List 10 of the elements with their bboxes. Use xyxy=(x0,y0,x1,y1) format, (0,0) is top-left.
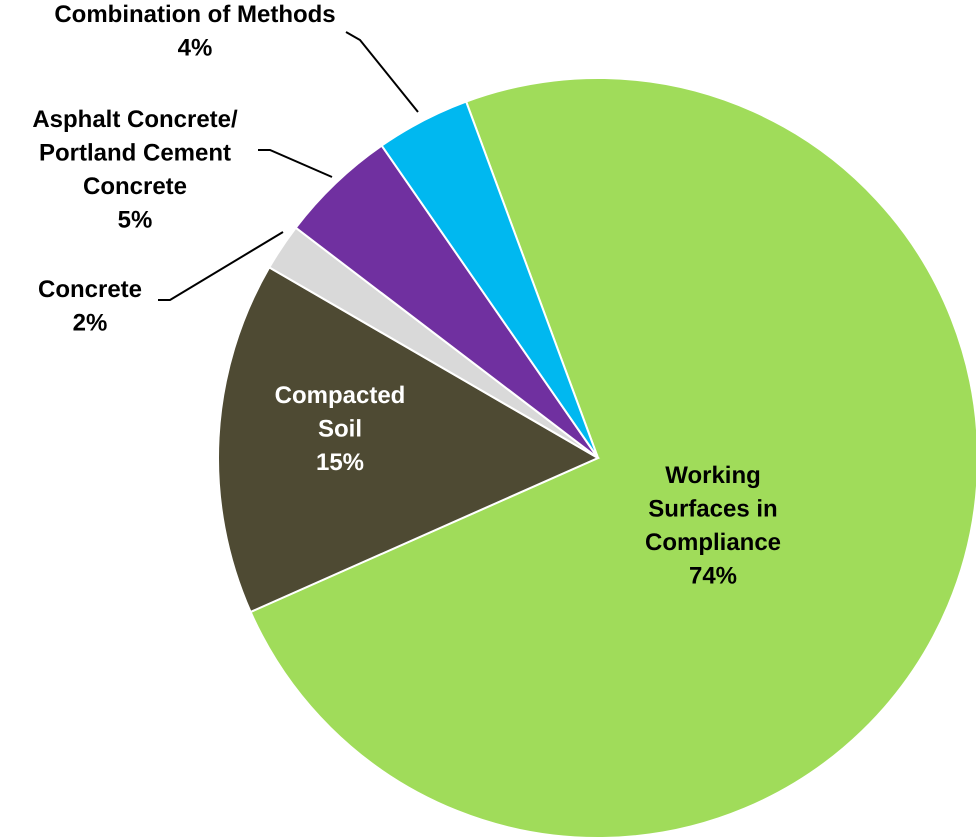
slice-label: Concrete xyxy=(38,276,142,303)
data-label: 4% xyxy=(178,34,212,62)
data-label: 15% xyxy=(316,449,364,476)
slice-label: Working Surfaces in Compliance xyxy=(644,462,782,556)
slice-label: Compacted Soil xyxy=(274,382,406,442)
slice-label: Combination of Methods xyxy=(54,1,336,28)
data-label: 5% xyxy=(118,206,152,234)
slice-label: Asphalt Concrete/ Portland Cement Concrete xyxy=(32,106,238,200)
data-label: 2% xyxy=(72,310,108,336)
data-label: 74% xyxy=(688,562,738,590)
